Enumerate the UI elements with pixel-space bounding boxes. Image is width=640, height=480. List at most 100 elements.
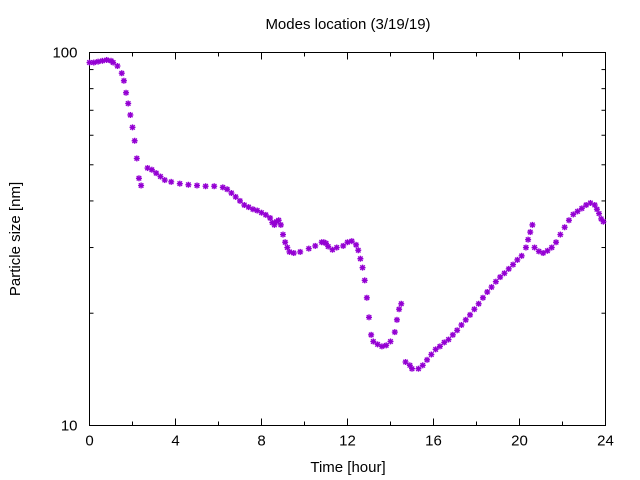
x-tick-label: 12 (339, 433, 356, 450)
data-point (135, 175, 142, 182)
data-point (415, 365, 422, 372)
x-tick-label: 24 (597, 433, 614, 450)
data-point (540, 250, 547, 257)
data-point (133, 155, 140, 162)
data-point (282, 239, 289, 246)
data-point (357, 255, 364, 262)
data-point (574, 208, 581, 215)
data-point (484, 288, 491, 295)
data-point (90, 59, 97, 66)
data-point (596, 210, 603, 217)
data-point (441, 339, 448, 346)
data-point (518, 252, 525, 259)
data-point (312, 242, 319, 249)
data-point (185, 181, 192, 188)
data-point (565, 217, 572, 224)
y-axis-label: Particle size [nm] (7, 182, 24, 296)
data-point (467, 311, 474, 318)
data-point (492, 278, 499, 285)
data-point (398, 300, 405, 307)
data-point (383, 342, 390, 349)
data-point (368, 331, 375, 338)
data-point (277, 221, 284, 228)
data-point (449, 331, 456, 338)
data-point (396, 306, 403, 313)
data-point (153, 170, 160, 177)
data-point (118, 70, 125, 77)
data-point (531, 244, 538, 251)
data-point (432, 346, 439, 353)
x-tick-label: 8 (257, 433, 265, 450)
data-point (325, 243, 332, 250)
data-point (529, 221, 536, 228)
data-point (290, 250, 297, 257)
data-point (194, 182, 200, 189)
data-point (445, 336, 452, 343)
data-point (497, 274, 504, 281)
data-point (286, 248, 293, 255)
data-point (228, 190, 235, 197)
data-point (148, 166, 155, 173)
data-point (409, 365, 415, 372)
data-point (525, 236, 532, 243)
data-point (305, 245, 312, 252)
data-point (353, 241, 360, 248)
data-point (570, 211, 577, 218)
data-point (359, 264, 366, 271)
data-point (125, 100, 132, 107)
data-point (340, 242, 347, 249)
chart-title: Modes location (3/19/19) (265, 16, 430, 33)
data-point (527, 229, 534, 236)
data-point (471, 306, 478, 313)
data-point (366, 314, 372, 321)
data-point (363, 294, 370, 301)
data-point (402, 358, 409, 365)
data-point (501, 270, 508, 277)
y-tick-label: 100 (52, 45, 77, 62)
x-tick-label: 20 (511, 433, 528, 450)
data-point (488, 284, 495, 291)
data-point (514, 256, 521, 263)
data-point (344, 239, 351, 246)
data-point (462, 316, 469, 323)
data-point (553, 239, 560, 246)
data-point (280, 231, 286, 238)
data-point (391, 329, 398, 336)
data-point (593, 206, 600, 213)
data-point (161, 177, 168, 184)
x-axis-label: Time [hour] (310, 459, 385, 476)
data-point (262, 211, 269, 218)
data-point (548, 244, 555, 251)
data-point (237, 197, 243, 204)
data-point (131, 137, 138, 144)
data-point (123, 89, 130, 96)
data-point (561, 224, 568, 231)
data-point (202, 183, 209, 190)
data-point (522, 244, 529, 251)
data-point (224, 186, 231, 193)
data-point (232, 193, 239, 200)
data-point (219, 184, 226, 191)
data-point (333, 244, 340, 251)
data-point (127, 111, 134, 118)
data-markers (86, 56, 607, 372)
data-point (544, 247, 551, 254)
data-point (168, 178, 175, 185)
data-point (267, 214, 274, 221)
data-point (138, 182, 145, 189)
data-point (129, 124, 136, 131)
data-point (114, 63, 121, 70)
data-point (436, 343, 443, 350)
data-point (475, 300, 482, 307)
data-point (120, 77, 127, 84)
data-point (419, 362, 426, 369)
data-point (557, 231, 564, 238)
data-point (361, 277, 368, 284)
x-tick-label: 16 (425, 433, 442, 450)
data-point (355, 247, 362, 254)
data-point (297, 248, 304, 255)
data-point (479, 294, 486, 301)
data-point (211, 183, 218, 190)
data-point (454, 327, 461, 334)
